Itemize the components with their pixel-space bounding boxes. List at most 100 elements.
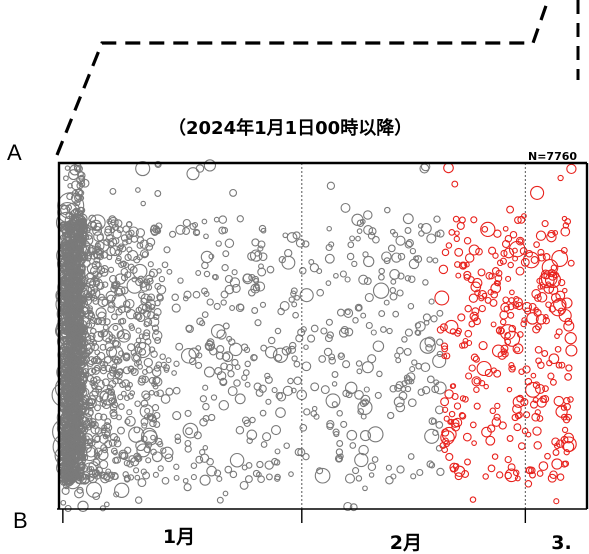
event-marker [222, 250, 230, 258]
event-marker [362, 485, 368, 492]
event-marker [141, 390, 150, 400]
event-marker [295, 334, 304, 343]
event-marker [532, 381, 541, 389]
event-marker [199, 474, 211, 486]
event-marker [56, 362, 76, 383]
event-marker [79, 412, 93, 426]
event-marker [78, 195, 85, 201]
event-marker [87, 312, 96, 321]
event-marker [367, 426, 384, 443]
event-marker [378, 273, 385, 281]
event-marker [457, 313, 466, 322]
event-marker [221, 226, 229, 234]
event-marker [447, 419, 453, 425]
event-marker [175, 224, 186, 235]
event-marker [404, 328, 413, 337]
event-marker [134, 400, 141, 407]
event-marker [507, 311, 515, 319]
event-marker [247, 288, 256, 297]
event-marker [520, 397, 529, 407]
event-marker [288, 296, 295, 303]
event-marker [143, 329, 151, 337]
event-marker [196, 317, 204, 326]
event-marker [92, 248, 104, 260]
event-marker [281, 346, 292, 356]
event-marker [299, 423, 308, 432]
event-marker [124, 298, 135, 309]
event-marker [265, 398, 272, 405]
event-marker [73, 219, 84, 229]
event-marker [141, 251, 149, 258]
event-marker [551, 250, 569, 267]
event-marker [459, 412, 467, 420]
event-marker [183, 483, 192, 492]
event-marker [103, 422, 111, 430]
event-marker [95, 395, 103, 403]
event-marker [441, 353, 448, 359]
event-marker [92, 458, 101, 467]
event-marker [278, 256, 286, 264]
event-marker [436, 309, 444, 317]
event-marker [108, 438, 117, 447]
event-marker [140, 399, 149, 408]
event-marker [266, 265, 275, 274]
event-marker [505, 275, 512, 282]
event-marker [410, 473, 417, 480]
event-marker [502, 225, 509, 232]
event-marker [81, 232, 87, 239]
event-marker [192, 221, 199, 228]
event-marker [564, 332, 577, 345]
event-marker [463, 236, 472, 245]
event-marker [72, 350, 81, 359]
event-marker [396, 289, 404, 297]
event-marker [90, 221, 97, 228]
event-marker [195, 270, 202, 276]
event-marker [339, 270, 347, 278]
event-marker [355, 304, 362, 311]
event-marker [492, 252, 499, 259]
event-marker [244, 360, 251, 368]
event-marker [462, 432, 472, 442]
event-marker [85, 335, 95, 345]
event-marker [199, 320, 206, 327]
event-marker [154, 437, 163, 446]
event-marker [224, 238, 235, 249]
event-marker [143, 321, 150, 328]
event-marker [355, 360, 363, 367]
event-marker [516, 411, 523, 419]
event-marker [78, 461, 86, 469]
event-marker [331, 401, 338, 408]
event-marker [148, 346, 156, 353]
event-marker [185, 427, 193, 436]
event-marker [99, 367, 108, 375]
event-marker [109, 187, 117, 195]
event-marker [478, 380, 486, 387]
event-marker [182, 295, 189, 302]
event-marker [498, 421, 507, 430]
event-marker [477, 268, 486, 277]
event-marker [116, 255, 122, 262]
event-marker [84, 349, 91, 356]
event-marker [195, 361, 203, 369]
event-marker [61, 223, 68, 231]
event-marker [464, 458, 471, 466]
event-marker [229, 277, 241, 288]
event-marker [208, 413, 216, 422]
event-marker [344, 473, 356, 484]
event-marker [523, 411, 531, 419]
event-marker [75, 237, 81, 244]
event-marker [122, 471, 129, 478]
event-marker [171, 303, 181, 313]
event-marker [363, 225, 374, 235]
event-marker [222, 490, 229, 497]
event-marker [154, 337, 162, 344]
event-marker [92, 297, 100, 305]
event-marker [66, 192, 74, 201]
event-marker [472, 277, 483, 289]
event-marker [566, 163, 577, 175]
event-marker [310, 324, 319, 333]
event-marker [124, 271, 132, 279]
event-marker [264, 460, 274, 470]
event-marker [555, 328, 563, 336]
event-marker [448, 229, 456, 236]
